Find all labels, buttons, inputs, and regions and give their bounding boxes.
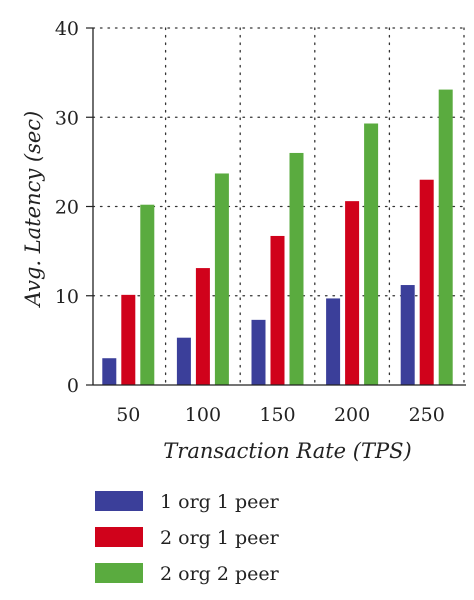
y-axis-label: Avg. Latency (sec) <box>21 111 45 308</box>
y-tick-label: 10 <box>55 286 79 308</box>
x-tick-label: 250 <box>409 404 445 426</box>
bar <box>214 173 229 385</box>
legend-label: 2 org 2 peer <box>160 563 280 585</box>
bar <box>251 319 266 385</box>
x-axis-label: Transaction Rate (TPS) <box>163 439 411 463</box>
bar <box>289 152 304 385</box>
grid-lines <box>92 27 467 386</box>
bar <box>400 285 415 385</box>
y-tick-label: 30 <box>55 107 79 129</box>
bar <box>364 123 379 385</box>
bar <box>176 337 191 385</box>
y-tick-label: 40 <box>55 18 79 40</box>
legend-swatch <box>95 563 143 583</box>
bar <box>270 235 285 385</box>
legend-label: 1 org 1 peer <box>160 491 280 513</box>
y-tick-label: 0 <box>67 375 79 397</box>
axes <box>86 27 466 386</box>
legend-swatch <box>95 491 143 511</box>
x-tick-label: 200 <box>334 404 370 426</box>
bar <box>195 268 210 385</box>
bar <box>102 358 117 385</box>
legend-swatch <box>95 527 143 547</box>
y-tick-label: 20 <box>55 197 79 219</box>
bar <box>419 179 434 385</box>
bars <box>102 89 453 386</box>
legend: 1 org 1 peer 2 org 1 peer 2 org 2 peer <box>95 491 280 585</box>
bar <box>326 298 341 385</box>
x-tick-labels: 50 100 150 200 250 <box>116 404 445 426</box>
x-tick-label: 50 <box>116 404 140 426</box>
bar <box>438 89 453 386</box>
bar <box>345 201 360 385</box>
x-tick-label: 150 <box>259 404 295 426</box>
bar <box>121 294 136 385</box>
x-tick-label: 100 <box>185 404 221 426</box>
y-tick-labels: 0 10 20 30 40 <box>55 18 79 397</box>
legend-label: 2 org 1 peer <box>160 527 280 549</box>
bar <box>140 204 155 385</box>
